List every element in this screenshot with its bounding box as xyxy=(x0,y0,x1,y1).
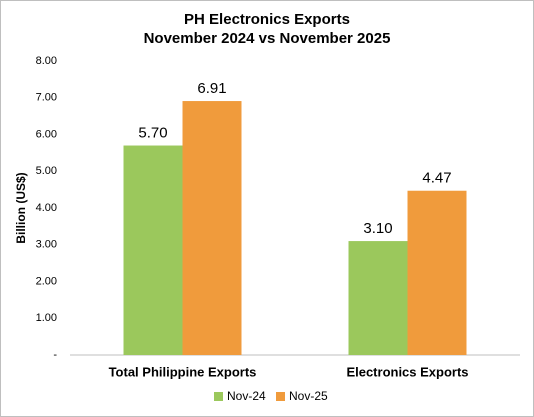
bar xyxy=(123,145,183,355)
bar xyxy=(348,241,408,355)
bar xyxy=(407,190,467,355)
y-tick-label: 7.00 xyxy=(36,92,57,104)
y-axis-label: Billion (US$) xyxy=(14,172,28,243)
y-tick-label: 2.00 xyxy=(36,275,57,287)
x-tick-label: Electronics Exports xyxy=(346,364,468,379)
x-tick-label: Total Philippine Exports xyxy=(109,364,257,379)
bar xyxy=(182,101,242,356)
legend-label: Nov-24 xyxy=(227,389,266,403)
legend-swatch xyxy=(276,392,285,401)
legend-label: Nov-25 xyxy=(289,389,328,403)
y-tick-label: - xyxy=(53,349,57,361)
data-label: 6.91 xyxy=(197,80,226,97)
y-tick-label: 1.00 xyxy=(36,312,57,324)
chart-title: PH Electronics Exports xyxy=(184,11,350,28)
y-tick-label: 3.00 xyxy=(36,239,57,251)
y-tick-label: 8.00 xyxy=(36,55,57,67)
legend-swatch xyxy=(214,392,223,401)
y-tick-label: 5.00 xyxy=(36,165,57,177)
chart-subtitle: November 2024 vs November 2025 xyxy=(144,30,391,47)
y-tick-label: 6.00 xyxy=(36,128,57,140)
data-label: 3.10 xyxy=(363,220,392,237)
y-tick-label: 4.00 xyxy=(36,202,57,214)
data-label: 4.47 xyxy=(422,170,451,187)
data-label: 5.70 xyxy=(138,124,167,141)
